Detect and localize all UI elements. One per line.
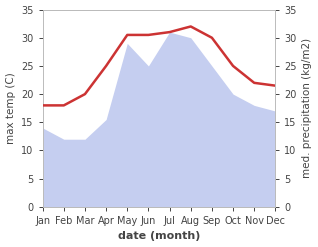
X-axis label: date (month): date (month) — [118, 231, 200, 242]
Y-axis label: med. precipitation (kg/m2): med. precipitation (kg/m2) — [302, 38, 313, 178]
Y-axis label: max temp (C): max temp (C) — [5, 72, 16, 144]
